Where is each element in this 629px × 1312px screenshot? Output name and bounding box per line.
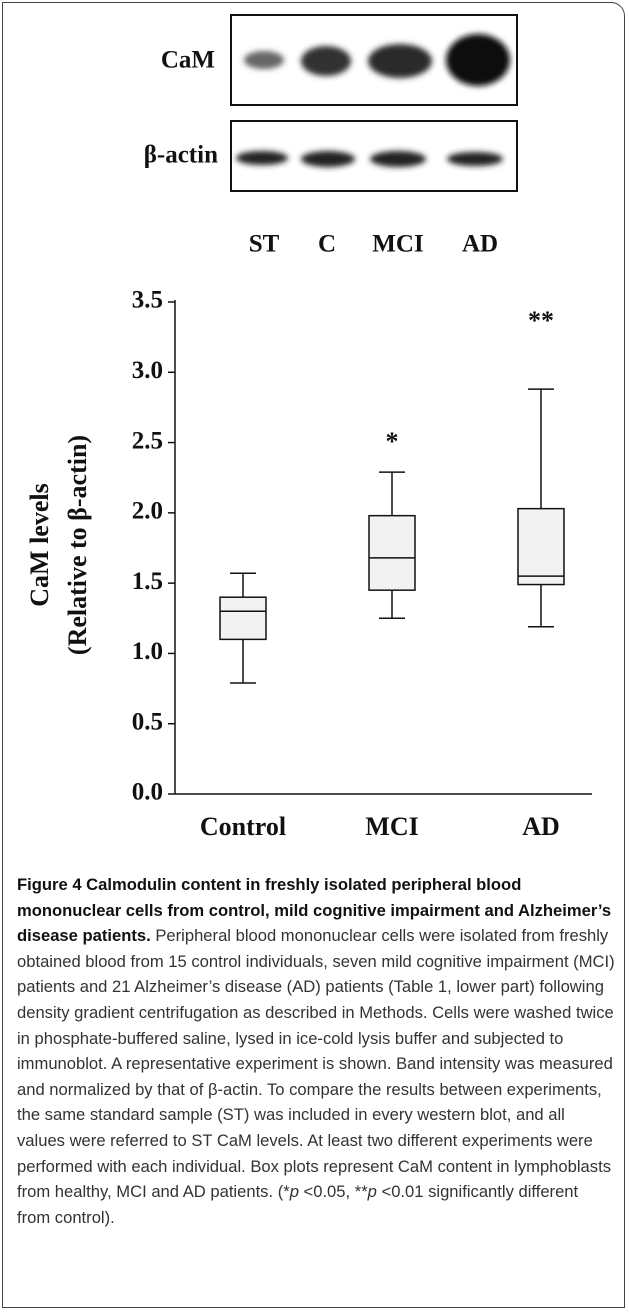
y-tick-label: 1.0: [132, 638, 163, 665]
x-tick-label: AD: [522, 812, 560, 841]
y-tick-label: 1.5: [132, 568, 163, 595]
caption-text: <0.05, **: [298, 1182, 368, 1202]
y-tick-label: 2.0: [132, 498, 163, 525]
box: [368, 514, 416, 591]
caption-text: p: [367, 1182, 377, 1202]
lane-label: AD: [462, 231, 498, 258]
significance-marker: **: [528, 306, 554, 335]
caption-text: p: [289, 1182, 299, 1202]
box: [219, 596, 267, 641]
blot-bands: [236, 34, 510, 167]
y-axis-label: CaM levels: [25, 483, 54, 606]
y-tick-label: 3.5: [132, 287, 163, 314]
lane-label: MCI: [372, 231, 423, 258]
caption: Figure 4 Calmodulin content in freshly i…: [17, 872, 615, 1230]
y-tick-label: 3.0: [132, 357, 163, 384]
blot-row-label: β-actin: [144, 142, 218, 169]
figure: CaM β-actin ST C MCI AD CaM levels (Rela…: [25, 14, 592, 841]
y-tick-label: 2.5: [132, 427, 163, 454]
caption-title: Figure 4 Calmodulin content in freshly i…: [17, 875, 612, 946]
caption-text: <0.01 significantly different from contr…: [17, 1182, 579, 1227]
blot-row-label: CaM: [161, 47, 215, 74]
lane-label: ST: [249, 231, 280, 258]
x-tick-label: Control: [200, 812, 286, 841]
y-tick-label: 0.5: [132, 708, 163, 735]
x-tick-label: MCI: [365, 812, 418, 841]
box: [517, 507, 565, 586]
caption-text: Peripheral blood mononuclear cells were …: [17, 926, 615, 1202]
y-tick-label: 0.0: [132, 779, 163, 806]
significance-marker: *: [386, 427, 399, 456]
lane-label: C: [318, 231, 336, 258]
y-axis-label: (Relative to β-actin): [63, 435, 92, 655]
